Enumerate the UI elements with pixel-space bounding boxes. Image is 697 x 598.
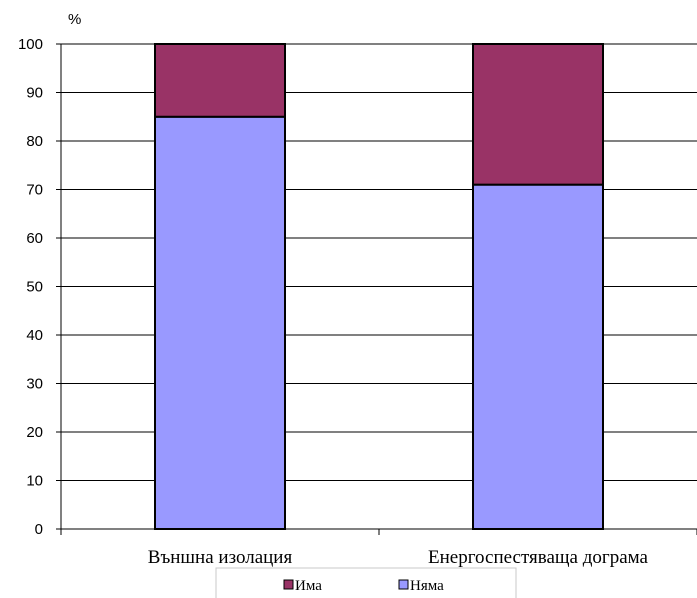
legend-label-има: Има [295,578,322,594]
legend-swatch-има [283,579,294,590]
y-tick-label-80: 80 [26,133,43,150]
y-tick-label-70: 70 [26,182,43,199]
y-tick-label-100: 100 [18,36,43,53]
x-category-label-0: Външна изолация [148,547,293,568]
bar-външна-изолация-няма [154,115,286,530]
legend-swatch-няма [398,579,409,590]
y-tick-label-0: 0 [35,521,43,538]
bar-енергоспестяваща-дограма-има [472,43,604,186]
y-tick-label-90: 90 [26,85,43,102]
y-tick-label-40: 40 [26,327,43,344]
y-axis-unit-label: % [68,11,81,28]
y-tick-label-10: 10 [26,473,43,490]
bar-външна-изолация-има [154,43,286,118]
legend-label-няма: Няма [410,578,444,594]
y-tick-label-30: 30 [26,376,43,393]
x-category-label-1: Енергоспестяваща дограма [428,547,648,568]
y-tick-label-20: 20 [26,424,43,441]
y-tick-label-50: 50 [26,279,43,296]
legend-frame [215,567,517,598]
bar-енергоспестяваща-дограма-няма [472,183,604,530]
legend: Има Няма [215,567,517,598]
y-tick-label-60: 60 [26,230,43,247]
